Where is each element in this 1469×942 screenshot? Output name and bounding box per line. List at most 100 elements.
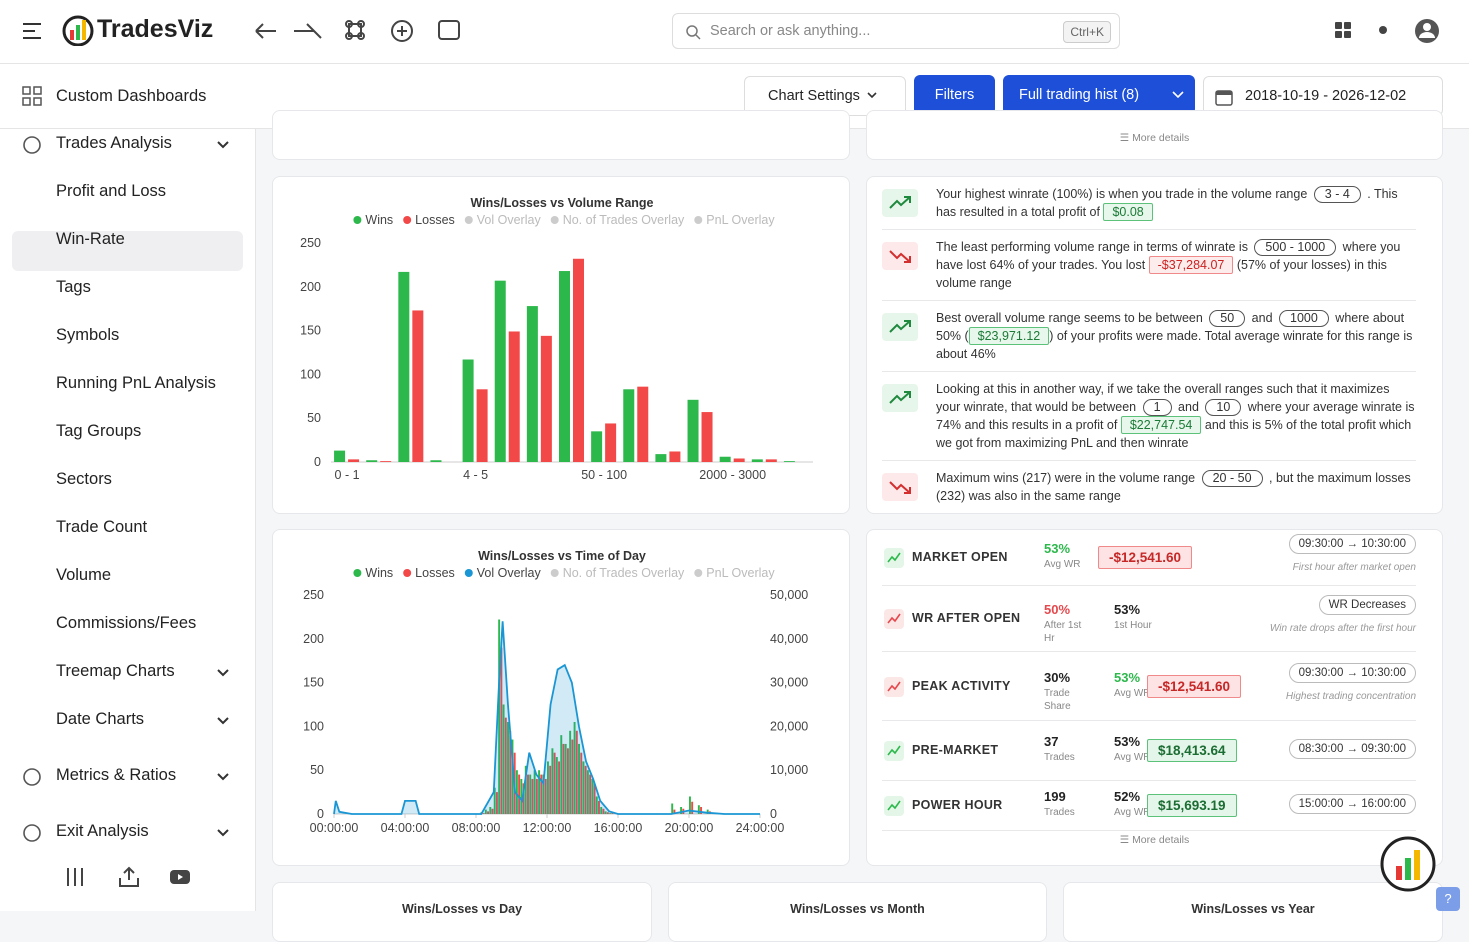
sidebar-item[interactable]: Exit Analysis	[56, 822, 149, 840]
stat-value: 53%	[1114, 602, 1141, 617]
session-amount: -$12,541.60	[1098, 546, 1193, 569]
y2-tick-label: 20,000	[770, 719, 808, 733]
trend-glyph	[889, 250, 911, 263]
assistant-button[interactable]	[1380, 836, 1436, 892]
sidebar-item[interactable]: Symbols	[56, 326, 120, 344]
bar	[751, 459, 763, 462]
help-button[interactable]: ?	[1436, 887, 1460, 911]
sidebar-item[interactable]: Tag Groups	[56, 422, 142, 440]
sidebar-item[interactable]: Date Charts	[56, 710, 145, 728]
insight-text: Your highest winrate (100%) is when you …	[936, 185, 1416, 221]
insight-text: Maximum wins (217) were in the volume ra…	[936, 469, 1416, 505]
stat-value: 53%	[1044, 541, 1071, 556]
bar	[697, 805, 700, 814]
text: (57% of your losses) in this volume rang…	[936, 258, 1387, 290]
legend-label: Losses	[415, 566, 455, 580]
volume-area	[334, 621, 760, 814]
session-stat: 30% Trade Share	[1044, 670, 1084, 713]
sidebar-item[interactable]: Trade Count	[56, 518, 148, 536]
sidebar-item[interactable]: Profit and Loss	[56, 182, 167, 200]
sidebar-item[interactable]: Tags	[56, 278, 91, 296]
insight-list: Your highest winrate (100%) is when you …	[867, 177, 1442, 513]
sidebar-item[interactable]: Trades Analysis	[56, 134, 172, 152]
icon-shape	[23, 768, 41, 786]
amount-badge: $0.08	[1103, 203, 1153, 221]
saved-filter-button[interactable]: Full trading hist (8)	[1003, 75, 1195, 115]
more-details[interactable]: ☰ More details	[1119, 132, 1190, 144]
legend-label: Vol Overlay	[477, 213, 542, 227]
trend-icon	[882, 473, 918, 501]
insight-text: Looking at this in another way, if we ta…	[936, 380, 1416, 452]
bar	[398, 271, 410, 462]
y2-tick-label: 50,000	[770, 588, 808, 602]
bar	[573, 258, 584, 462]
bar	[504, 717, 507, 814]
range-pill: 10	[1205, 399, 1242, 416]
header-icons[interactable]	[1333, 19, 1443, 45]
text: where you have lost 64% of your trades. …	[936, 240, 1401, 272]
bar	[691, 801, 694, 814]
sidebar-item[interactable]: Win-Rate	[56, 230, 125, 248]
chart: Wins/Losses vs Time of Day Wins Losses Vol …	[303, 549, 808, 835]
trend-glyph	[889, 320, 911, 333]
chevron-path	[217, 773, 229, 781]
menu-icon[interactable]	[22, 22, 42, 40]
bar	[600, 806, 603, 814]
nav-icons[interactable]	[252, 18, 467, 46]
chart-settings-button[interactable]: Chart Settings	[744, 76, 906, 116]
logo[interactable]	[62, 14, 96, 46]
bar	[540, 774, 543, 814]
session-glyph	[887, 552, 901, 563]
trend-path	[889, 481, 911, 494]
bar	[562, 743, 565, 814]
session-stat: 199 Trades	[1044, 789, 1075, 819]
session-time: 09:30:00 → 10:30:00	[1288, 534, 1416, 554]
trend-path	[889, 320, 911, 333]
range-pill: 20 - 50	[1201, 470, 1263, 487]
session-amount: $15,693.19	[1147, 794, 1237, 817]
y-tick-label: 0	[314, 455, 321, 469]
sidebar-item[interactable]: Treemap Charts	[56, 662, 175, 680]
chevron	[217, 141, 229, 149]
chart-title: Wins/Losses vs Year	[1191, 902, 1315, 916]
x-tick-label: 24:00:00	[736, 821, 785, 835]
bar	[489, 806, 492, 814]
trend-glyph	[889, 481, 911, 494]
trend-icon	[882, 242, 918, 270]
chevron	[867, 92, 877, 99]
session-time: WR Decreases	[1318, 595, 1416, 615]
dashboard-select[interactable]: Custom Dashboards	[56, 87, 207, 105]
stat-value: 199	[1044, 789, 1066, 804]
bar	[655, 454, 667, 462]
y2-tick-label: 30,000	[770, 676, 808, 690]
y-tick-label: 100	[303, 719, 324, 733]
text: Maximum wins (217) were in the volume ra…	[936, 471, 1199, 485]
text: and	[1174, 400, 1203, 414]
sidebar-item[interactable]: Volume	[56, 566, 112, 584]
insights-card: Your highest winrate (100%) is when you …	[866, 176, 1443, 514]
sidebar-item[interactable]: Commissions/Fees	[56, 614, 197, 632]
range-pill: 1	[1142, 399, 1172, 416]
sidebar-item[interactable]: Running PnL Analysis	[56, 374, 216, 392]
brand[interactable]: TradesViz	[97, 15, 214, 43]
range-pill: 500 - 1000	[1254, 239, 1337, 256]
sidebar-item[interactable]: Metrics & Ratios	[56, 766, 177, 784]
stat-label: Avg WR	[1114, 752, 1151, 763]
filters-button[interactable]: Filters	[914, 75, 995, 115]
x-tick-label: 20:00:00	[665, 821, 714, 835]
bar	[498, 619, 501, 814]
date-range[interactable]: 2018-10-19 - 2026-12-02	[1203, 76, 1443, 116]
text: Best overall volume range seems to be be…	[936, 311, 1207, 325]
search-box[interactable]: Search or ask anything... Ctrl+K	[672, 13, 1120, 49]
sidebar-item[interactable]: Sectors	[56, 470, 112, 488]
sidebar-footer-icons[interactable]	[62, 866, 202, 888]
y-tick-label: 50	[307, 411, 321, 425]
glyph	[887, 800, 901, 811]
chart-title: Wins/Losses vs Month	[790, 902, 925, 916]
bar	[586, 770, 589, 814]
bar	[527, 774, 529, 814]
bar	[553, 752, 556, 814]
more-details[interactable]: ☰ More details	[1119, 834, 1190, 846]
bar	[595, 796, 598, 814]
bar	[578, 743, 580, 814]
